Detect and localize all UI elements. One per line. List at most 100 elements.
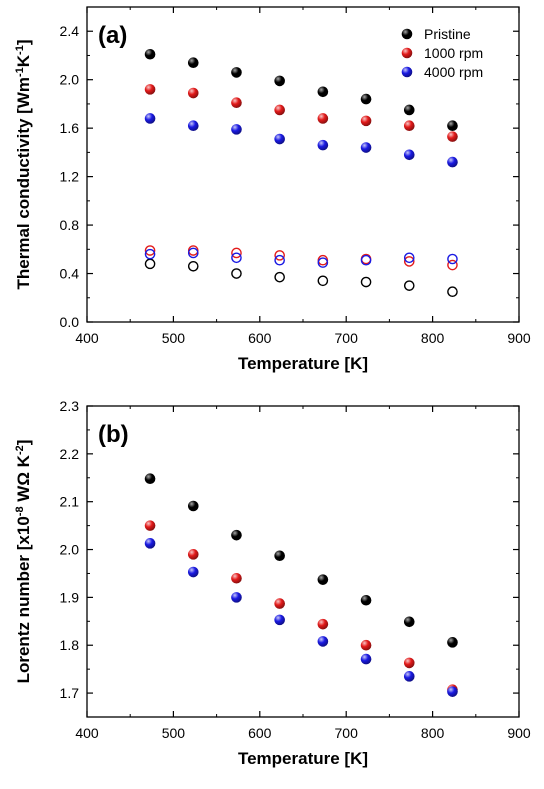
data-point xyxy=(187,87,199,99)
data-point-open xyxy=(231,247,242,259)
data-point-open xyxy=(187,260,199,272)
data-point-open xyxy=(447,286,458,298)
x-tick-label: 800 xyxy=(421,330,445,346)
data-point xyxy=(317,636,329,647)
data-point xyxy=(144,113,156,124)
x-tick-label: 900 xyxy=(507,725,531,741)
legend-label: 4000 rpm xyxy=(424,64,483,80)
data-point xyxy=(231,529,242,541)
data-point xyxy=(187,500,199,512)
data-point xyxy=(447,637,458,648)
data-point xyxy=(231,67,242,78)
x-tick-label: 900 xyxy=(507,330,531,346)
x-axis-label: Temperature [K] xyxy=(238,749,368,768)
data-point xyxy=(274,550,285,562)
data-point-open xyxy=(447,253,458,265)
y-tick-label: 1.9 xyxy=(60,589,80,605)
data-point-open xyxy=(144,258,156,270)
legend-marker xyxy=(401,28,413,40)
data-point xyxy=(360,142,372,153)
x-tick-label: 800 xyxy=(421,725,445,741)
data-point xyxy=(274,104,285,116)
y-axis-label: Lorentz number [x10-8 WΩ K-2] xyxy=(14,440,33,684)
x-tick-label: 600 xyxy=(248,330,272,346)
data-point-open xyxy=(231,268,242,279)
data-point-open xyxy=(144,248,156,260)
chart-panel-b: 400 500 600 700 800 900 1.7 1.8 1.9 2.0 2.1 2.2 2.3 T… xyxy=(14,398,531,768)
y-tick-label: 2.0 xyxy=(60,542,80,558)
data-point xyxy=(231,592,242,603)
data-point xyxy=(447,156,458,168)
data-point xyxy=(187,566,199,578)
data-point-open xyxy=(274,254,285,266)
x-tick-label: 700 xyxy=(335,725,359,741)
data-point xyxy=(187,120,199,132)
data-point xyxy=(360,639,372,651)
plot-frame xyxy=(86,405,520,718)
data-point-open xyxy=(231,252,242,264)
y-tick-label: 2.2 xyxy=(60,446,80,462)
data-point-open xyxy=(360,276,372,288)
data-point xyxy=(360,93,372,105)
data-point xyxy=(403,616,415,628)
x-tick-label: 600 xyxy=(248,725,272,741)
data-point xyxy=(317,86,329,98)
data-point xyxy=(144,48,156,60)
data-point xyxy=(447,120,458,132)
data-point-open xyxy=(274,250,285,261)
data-point-open xyxy=(187,247,199,259)
series-4000-rpm xyxy=(144,538,458,697)
legend: Pristine 1000 rpm 4000 rpm xyxy=(401,26,483,80)
y-tick-label: 1.6 xyxy=(60,120,80,136)
y-axis-label-part-end: ] xyxy=(14,39,33,45)
y-tick-label: 1.2 xyxy=(60,169,80,185)
data-point-open xyxy=(447,259,458,271)
data-point-open xyxy=(403,256,415,267)
series-1000-rpm xyxy=(144,520,458,696)
x-tick-label: 700 xyxy=(335,330,359,346)
x-tick-label: 500 xyxy=(162,330,186,346)
y-tick-label: 1.7 xyxy=(60,685,80,701)
y-tick-label: 2.0 xyxy=(60,72,80,88)
series-4000-rpm xyxy=(144,113,458,168)
series-open-3 xyxy=(144,258,458,298)
y-axis-label-part-sup2: -1 xyxy=(14,45,26,55)
y-axis-label-part-sup2: -2 xyxy=(14,445,26,455)
y-axis-label: Thermal conductivity [Wm-1K-1] xyxy=(14,39,33,289)
legend-label: Pristine xyxy=(424,26,471,42)
data-point xyxy=(360,653,372,665)
data-point xyxy=(231,124,242,135)
data-point xyxy=(274,598,285,609)
data-point-open xyxy=(403,280,415,291)
y-axis-label-part-sup1: -8 xyxy=(14,506,26,516)
y-tick-label: 0.4 xyxy=(60,266,80,282)
data-point xyxy=(403,657,415,669)
x-axis-label: Temperature [K] xyxy=(238,354,368,373)
y-axis-label-main: Thermal conductivity [Wm xyxy=(14,77,33,290)
y-tick-label: 2.4 xyxy=(60,23,80,39)
data-point xyxy=(360,115,372,127)
data-point xyxy=(403,149,415,161)
y-axis-label-part-sup1: -1 xyxy=(14,67,26,77)
data-point xyxy=(144,473,156,485)
data-point-open xyxy=(317,275,329,287)
y-tick-label: 0.0 xyxy=(60,314,80,330)
data-point xyxy=(274,133,285,145)
data-point xyxy=(274,614,285,626)
chart-panel-a: 400 500 600 700 800 900 0.0 0.4 0.8 1.2 1.6 2.0 2.4 T… xyxy=(14,6,531,373)
data-point xyxy=(187,549,199,560)
data-point xyxy=(403,120,415,132)
data-point xyxy=(274,75,285,87)
data-point xyxy=(187,57,199,69)
data-point xyxy=(403,104,415,116)
data-point-open xyxy=(317,257,329,268)
data-point-open xyxy=(403,252,415,264)
panel-label: (b) xyxy=(98,421,129,448)
data-point xyxy=(447,686,458,697)
y-tick-label: 2.3 xyxy=(60,398,80,414)
y-tick-label: 1.8 xyxy=(60,637,80,653)
x-tick-label: 400 xyxy=(75,330,99,346)
data-point xyxy=(403,671,415,682)
data-point-open xyxy=(360,254,372,266)
series-pristine xyxy=(144,48,458,132)
